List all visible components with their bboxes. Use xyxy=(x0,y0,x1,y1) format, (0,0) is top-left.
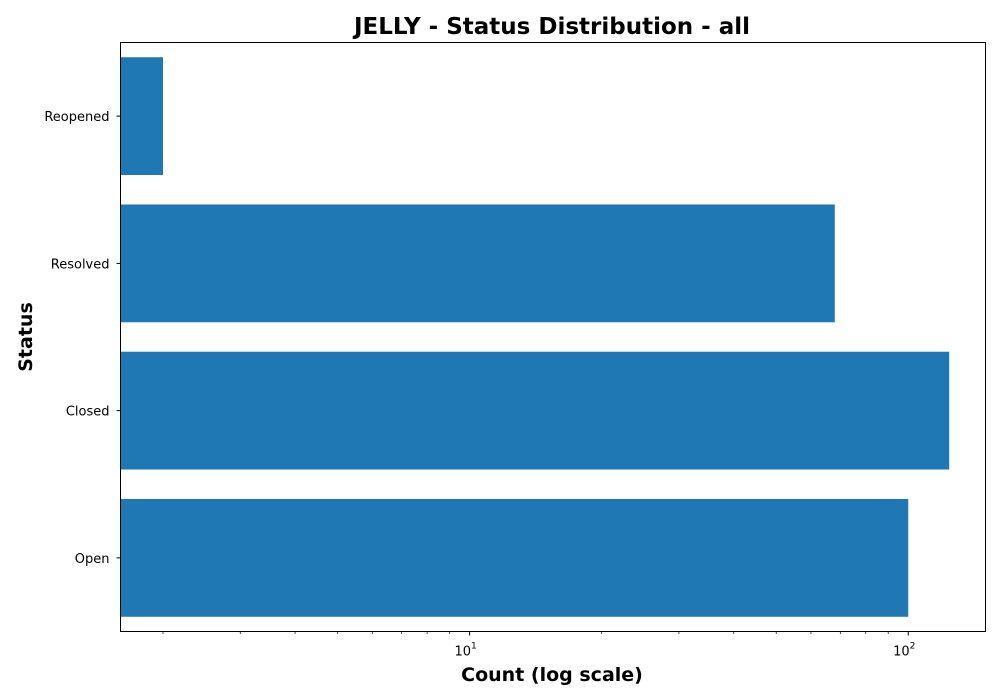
y-tick-label-open: Open xyxy=(75,552,110,567)
plot-frame xyxy=(120,42,986,632)
y-tick-label-closed: Closed xyxy=(66,405,110,420)
x-tick-label: 102 xyxy=(893,642,915,660)
x-minor-ticks xyxy=(162,631,889,634)
y-axis-label: Status xyxy=(15,302,37,372)
bars xyxy=(120,57,950,617)
x-ticks: 101 102 xyxy=(454,631,915,660)
y-tick-label-reopened: Reopened xyxy=(44,110,109,125)
bar-open xyxy=(120,498,909,617)
bar-resolved xyxy=(120,204,835,323)
bar-reopened xyxy=(120,57,164,176)
bar-closed xyxy=(120,351,950,470)
chart-title: JELLY - Status Distribution - all xyxy=(352,14,750,40)
x-axis-label: Count (log scale) xyxy=(461,664,643,686)
y-tick-label-resolved: Resolved xyxy=(51,257,110,272)
y-ticks: Open Closed Resolved Reopened xyxy=(44,110,121,567)
x-tick-label: 101 xyxy=(454,642,476,660)
